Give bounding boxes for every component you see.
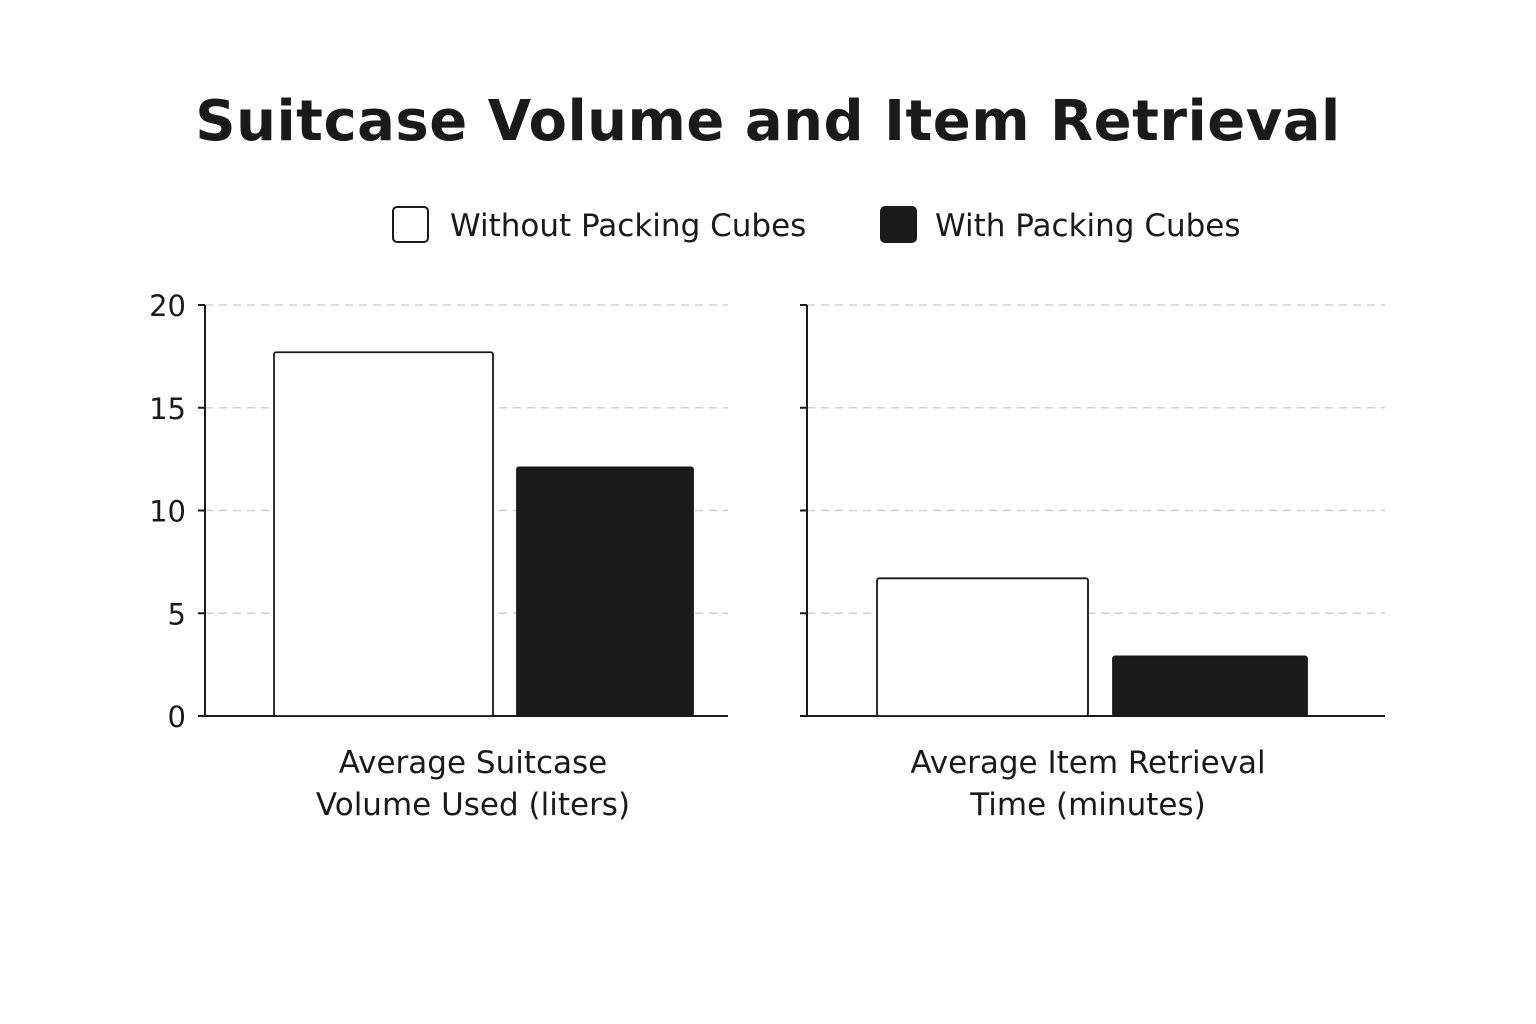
bar-without-panel-2 bbox=[876, 577, 1089, 717]
category-label-panel-1: Average Suitcase bbox=[339, 745, 608, 781]
category-label-panel-2: Average Item Retrieval bbox=[910, 745, 1265, 781]
y-tick-labels: 0 5 10 15 20 bbox=[149, 289, 186, 734]
legend-label-with: With Packing Cubes bbox=[935, 208, 1241, 244]
legend-swatch-without bbox=[392, 206, 429, 243]
bar-with-panel-1 bbox=[516, 466, 694, 717]
chart-title: Suitcase Volume and Item Retrieval bbox=[195, 89, 1341, 154]
bars bbox=[273, 351, 1308, 717]
y-tick-label: 5 bbox=[168, 597, 186, 631]
bar-with-panel-2 bbox=[1112, 655, 1308, 717]
y-tick-label: 15 bbox=[149, 392, 186, 426]
legend-label-without: Without Packing Cubes bbox=[450, 208, 806, 244]
y-tick-label: 0 bbox=[168, 700, 186, 734]
y-tick-label: 10 bbox=[149, 495, 186, 529]
legend: Without Packing Cubes With Packing Cubes bbox=[392, 206, 1241, 244]
category-label-panel-1: Volume Used (liters) bbox=[316, 787, 630, 823]
category-labels: Average Suitcase Volume Used (liters) Aver… bbox=[316, 745, 1266, 823]
category-label-panel-2: Time (minutes) bbox=[969, 787, 1205, 823]
bar-without-panel-1 bbox=[273, 351, 494, 717]
y-tick-label: 20 bbox=[149, 289, 186, 323]
legend-swatch-with bbox=[880, 206, 917, 243]
